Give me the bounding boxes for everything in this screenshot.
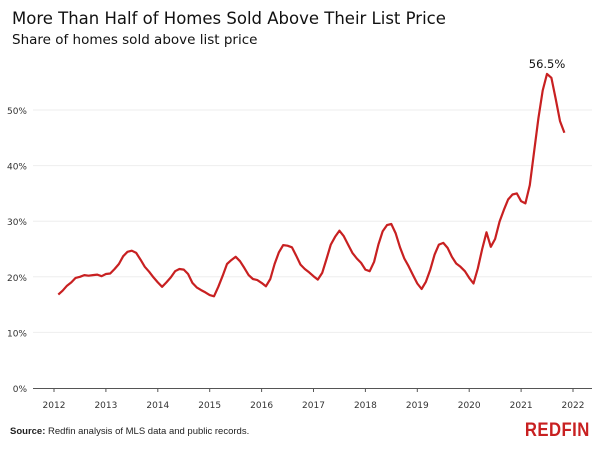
x-tick-label: 2016 bbox=[250, 401, 273, 411]
x-tick-label: 2017 bbox=[302, 401, 325, 411]
x-tick-label: 2021 bbox=[510, 401, 533, 411]
x-tick-label: 2012 bbox=[43, 401, 66, 411]
source-text: Redfin analysis of MLS data and public r… bbox=[45, 426, 250, 437]
x-tick-label: 2018 bbox=[354, 401, 377, 411]
x-tick-label: 2014 bbox=[146, 401, 169, 411]
series-line bbox=[57, 72, 566, 298]
y-tick-label: 0% bbox=[13, 385, 28, 395]
redfin-logo: REDFIN bbox=[525, 420, 590, 441]
x-tick-label: 2022 bbox=[562, 401, 585, 411]
peak-annotation: 56.5% bbox=[529, 57, 566, 71]
source-note: Source: Redfin analysis of MLS data and … bbox=[10, 426, 249, 437]
chart-title: More Than Half of Homes Sold Above Their… bbox=[12, 9, 446, 28]
x-tick-label: 2020 bbox=[458, 401, 481, 411]
x-tick-label: 2019 bbox=[406, 401, 429, 411]
x-tick-label: 2013 bbox=[94, 401, 117, 411]
y-tick-label: 30% bbox=[7, 218, 27, 228]
chart-subtitle: Share of homes sold above list price bbox=[12, 32, 258, 48]
y-tick-label: 10% bbox=[7, 329, 27, 339]
x-tick-label: 2015 bbox=[198, 401, 221, 411]
y-tick-label: 40% bbox=[7, 163, 27, 173]
source-label: Source: bbox=[10, 426, 46, 437]
y-tick-label: 20% bbox=[7, 274, 27, 284]
y-tick-label: 50% bbox=[7, 107, 27, 117]
